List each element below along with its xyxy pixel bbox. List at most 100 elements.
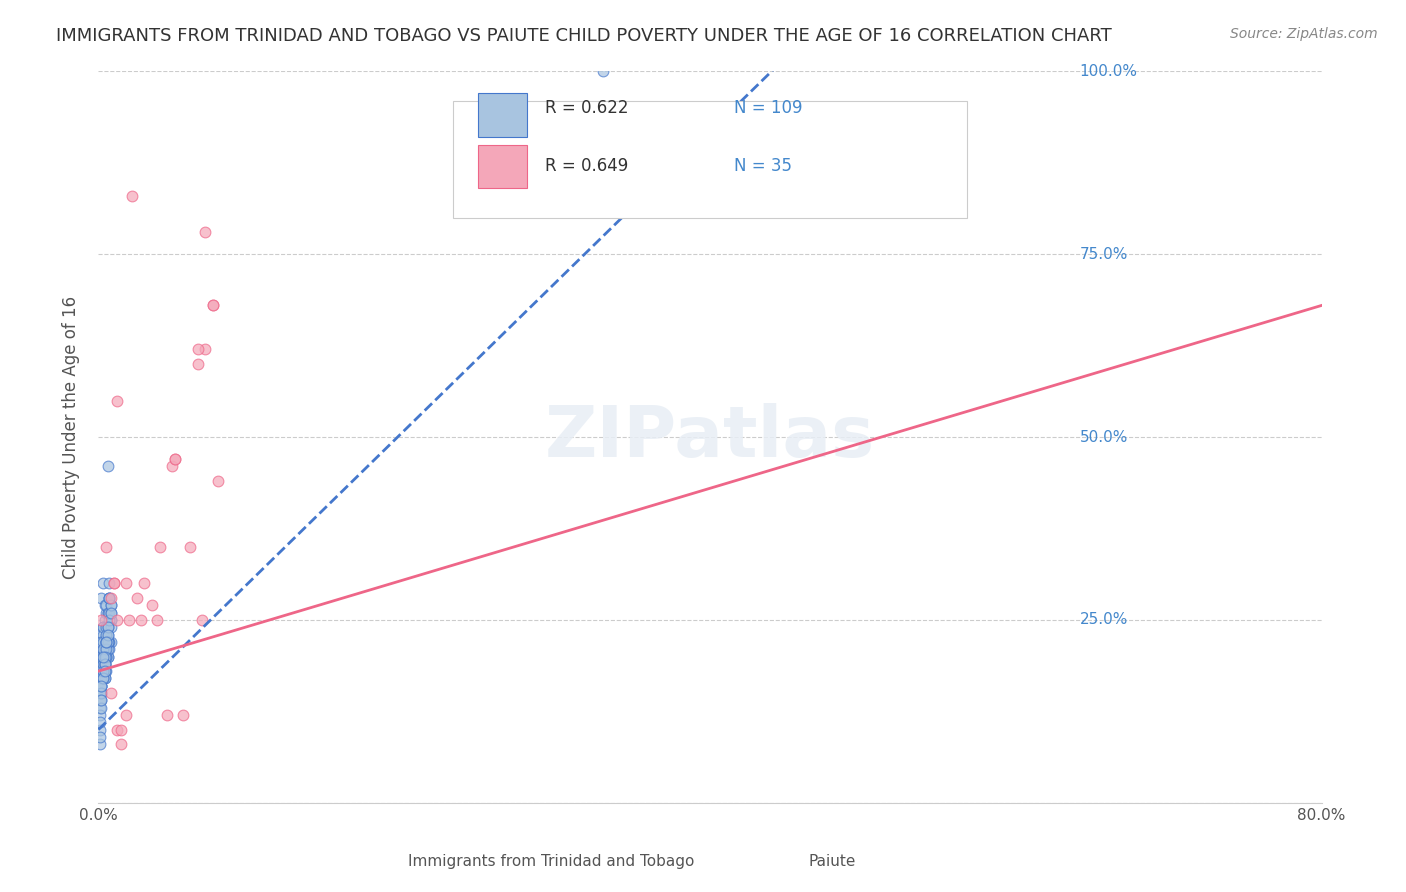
Point [93,649,115,664]
Point [118,613,141,627]
Point [90,613,112,627]
Point [89,686,111,700]
Point [172,708,194,723]
Point [191,613,214,627]
Point [91,576,114,591]
Point [149,540,172,554]
Point [94,635,117,649]
Point [90,635,112,649]
Point [100,606,122,620]
Point [100,606,122,620]
Text: 50.0%: 50.0% [1080,430,1128,444]
Point [97,649,120,664]
Point [100,613,122,627]
FancyBboxPatch shape [453,101,967,218]
Point [89,693,111,707]
Point [91,664,114,678]
Point [125,591,148,605]
Point [187,343,209,357]
Point [91,657,114,671]
Text: Immigrants from Trinidad and Tobago: Immigrants from Trinidad and Tobago [408,854,695,869]
Text: 100.0%: 100.0% [1080,64,1137,78]
Point [90,635,112,649]
Point [93,664,115,678]
Text: IMMIGRANTS FROM TRINIDAD AND TOBAGO VS PAIUTE CHILD POVERTY UNDER THE AGE OF 16 : IMMIGRANTS FROM TRINIDAD AND TOBAGO VS P… [56,27,1112,45]
FancyBboxPatch shape [478,94,526,137]
Point [194,225,217,239]
Point [89,700,111,714]
Point [97,606,120,620]
Point [103,576,125,591]
Point [156,708,179,723]
Point [94,627,117,641]
FancyBboxPatch shape [478,145,526,188]
Point [592,64,614,78]
Point [91,649,114,664]
Point [91,635,114,649]
Point [93,599,115,613]
Point [97,635,120,649]
Text: R = 0.622: R = 0.622 [546,99,628,117]
Point [91,649,114,664]
Point [94,649,117,664]
Point [89,686,111,700]
Point [90,679,112,693]
Point [129,613,152,627]
Point [100,599,122,613]
Point [100,635,122,649]
Point [163,452,186,467]
Point [93,620,115,634]
Point [93,649,115,664]
Point [100,686,122,700]
Point [91,620,114,634]
Point [90,686,112,700]
Point [90,679,112,693]
Point [90,664,112,678]
Point [91,664,114,678]
Point [90,700,112,714]
Point [115,576,138,591]
Point [134,576,156,591]
Point [94,635,117,649]
Point [97,627,120,641]
Point [105,613,128,627]
Point [145,613,167,627]
Point [90,627,112,641]
Point [91,664,114,678]
Text: N = 109: N = 109 [734,99,803,117]
Point [98,642,121,657]
Point [94,635,117,649]
Text: R = 0.649: R = 0.649 [546,158,628,176]
Point [100,591,122,605]
Point [91,657,114,671]
Point [91,664,114,678]
Point [94,599,117,613]
Point [89,715,111,730]
Point [97,620,120,634]
Point [93,657,115,671]
Point [93,672,115,686]
Point [93,613,115,627]
Point [187,357,209,371]
Point [163,452,186,467]
Point [89,737,111,751]
Point [91,642,114,657]
Point [97,459,120,474]
Point [160,459,183,474]
Point [97,620,120,634]
Point [98,606,121,620]
Point [110,723,132,737]
Point [89,730,111,744]
Text: 25.0%: 25.0% [1080,613,1128,627]
Point [103,576,125,591]
Point [97,606,120,620]
Point [105,393,128,408]
Point [90,679,112,693]
Point [90,649,112,664]
Point [202,298,225,312]
Point [90,679,112,693]
Point [97,649,120,664]
Point [89,679,111,693]
Text: Paiute: Paiute [808,854,856,869]
Point [93,664,115,678]
